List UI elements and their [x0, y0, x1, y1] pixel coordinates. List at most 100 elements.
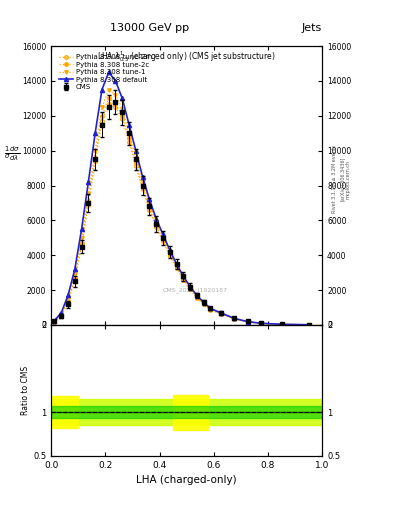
- Pythia 8.308 tune-1: [245, 318, 250, 325]
- Pythia 8.308 tune-1: [59, 311, 64, 317]
- Pythia 8.308 tune-2m: [93, 158, 97, 164]
- Pythia 8.308 tune-2m: [232, 316, 237, 322]
- Pythia 8.308 tune-2c: [279, 321, 284, 327]
- Line: Pythia 8.308 default: Pythia 8.308 default: [52, 70, 311, 327]
- Pythia 8.308 tune-2m: [279, 322, 284, 328]
- Pythia 8.308 tune-1: [113, 92, 118, 98]
- Pythia 8.308 tune-2c: [127, 135, 131, 141]
- Line: Pythia 8.308 tune-1: Pythia 8.308 tune-1: [53, 88, 310, 327]
- Pythia 8.308 tune-2m: [107, 100, 111, 106]
- Line: Pythia 8.308 tune-2c: Pythia 8.308 tune-2c: [53, 97, 310, 327]
- Pythia 8.308 tune-2c: [66, 297, 70, 304]
- Pythia 8.308 tune-1: [174, 262, 179, 268]
- Pythia 8.308 tune-2m: [52, 319, 57, 325]
- Pythia 8.308 tune-1: [72, 271, 77, 278]
- Pythia 8.308 default: [120, 95, 125, 101]
- Pythia 8.308 tune-2m: [140, 186, 145, 192]
- Pythia 8.308 default: [59, 310, 64, 316]
- Pythia 8.308 tune-2m: [181, 276, 185, 283]
- Pythia 8.308 tune-1: [306, 322, 311, 328]
- Pythia 8.308 tune-2m: [259, 321, 264, 327]
- Pythia 8.308 default: [181, 273, 185, 279]
- Pythia 8.308 tune-2m: [59, 313, 64, 319]
- Pythia 8.308 default: [232, 315, 237, 322]
- Pythia 8.308 tune-1: [66, 296, 70, 302]
- Pythia 8.308 tune-2c: [86, 198, 91, 204]
- Pythia 8.308 tune-2m: [134, 163, 138, 169]
- Pythia 8.308 default: [245, 318, 250, 325]
- Pythia 8.308 tune-1: [218, 310, 223, 316]
- Pythia 8.308 tune-1: [167, 249, 172, 255]
- Pythia 8.308 tune-2c: [147, 205, 152, 211]
- Pythia 8.308 tune-1: [154, 219, 158, 225]
- Pythia 8.308 tune-2c: [59, 312, 64, 318]
- Pythia 8.308 tune-1: [161, 234, 165, 240]
- Pythia 8.308 tune-2m: [218, 311, 223, 317]
- Text: Jets: Jets: [302, 23, 322, 33]
- Pythia 8.308 tune-1: [147, 200, 152, 206]
- Pythia 8.308 tune-2c: [188, 286, 193, 292]
- Pythia 8.308 tune-1: [195, 293, 199, 300]
- Pythia 8.308 tune-2m: [167, 252, 172, 259]
- Pythia 8.308 tune-2c: [99, 113, 104, 119]
- Text: mcplots.cern.ch: mcplots.cern.ch: [346, 160, 351, 199]
- Pythia 8.308 tune-2m: [127, 139, 131, 145]
- Pythia 8.308 default: [147, 197, 152, 203]
- Pythia 8.308 tune-2m: [113, 104, 118, 110]
- Pythia 8.308 tune-2c: [167, 251, 172, 258]
- Pythia 8.308 tune-2c: [72, 275, 77, 281]
- Pythia 8.308 tune-2c: [218, 310, 223, 316]
- Pythia 8.308 tune-2c: [120, 113, 125, 119]
- Pythia 8.308 tune-1: [259, 321, 264, 327]
- Pythia 8.308 default: [306, 322, 311, 328]
- Pythia 8.308 default: [93, 130, 97, 136]
- Pythia 8.308 tune-1: [120, 106, 125, 112]
- Pythia 8.308 tune-2c: [113, 100, 118, 106]
- Pythia 8.308 tune-2m: [174, 265, 179, 271]
- X-axis label: LHA (charged-only): LHA (charged-only): [136, 475, 237, 485]
- Pythia 8.308 default: [86, 179, 91, 185]
- Line: Pythia 8.308 tune-2m: Pythia 8.308 tune-2m: [53, 102, 310, 327]
- Pythia 8.308 tune-2m: [161, 238, 165, 244]
- Text: CMS_2021_I1920187: CMS_2021_I1920187: [162, 288, 227, 293]
- Pythia 8.308 tune-2m: [120, 116, 125, 122]
- Pythia 8.308 default: [154, 216, 158, 222]
- Pythia 8.308 tune-2c: [174, 264, 179, 270]
- Pythia 8.308 tune-2m: [72, 276, 77, 283]
- Pythia 8.308 tune-2m: [208, 307, 213, 313]
- Pythia 8.308 tune-2c: [107, 95, 111, 101]
- Pythia 8.308 tune-1: [201, 300, 206, 306]
- Pythia 8.308 tune-2c: [140, 184, 145, 190]
- Pythia 8.308 tune-1: [86, 191, 91, 197]
- Pythia 8.308 tune-1: [208, 306, 213, 312]
- Pythia 8.308 default: [161, 231, 165, 238]
- Pythia 8.308 tune-1: [232, 315, 237, 322]
- Pythia 8.308 tune-2m: [201, 301, 206, 307]
- Pythia 8.308 tune-1: [188, 284, 193, 290]
- Text: LHA $\lambda^{1}_{0.5}$ (charged only) (CMS jet substructure): LHA $\lambda^{1}_{0.5}$ (charged only) (…: [97, 49, 276, 64]
- Pythia 8.308 tune-2c: [79, 240, 84, 246]
- Pythia 8.308 tune-1: [93, 147, 97, 154]
- Pythia 8.308 tune-2c: [181, 275, 185, 282]
- Text: Rivet 3.1.10, ≥ 3.2M events: Rivet 3.1.10, ≥ 3.2M events: [332, 145, 337, 214]
- Pythia 8.308 tune-2c: [161, 237, 165, 243]
- Pythia 8.308 default: [99, 87, 104, 93]
- Legend: Pythia 8.308 tune-2m, Pythia 8.308 tune-2c, Pythia 8.308 tune-1, Pythia 8.308 de: Pythia 8.308 tune-2m, Pythia 8.308 tune-…: [57, 52, 155, 93]
- Pythia 8.308 default: [79, 226, 84, 232]
- Pythia 8.308 tune-2m: [245, 319, 250, 325]
- Pythia 8.308 tune-2m: [99, 118, 104, 124]
- Pythia 8.308 tune-2c: [208, 306, 213, 312]
- Pythia 8.308 tune-2m: [188, 286, 193, 292]
- Pythia 8.308 tune-2m: [147, 207, 152, 213]
- Pythia 8.308 default: [66, 292, 70, 298]
- Pythia 8.308 tune-2c: [93, 155, 97, 161]
- Text: 13000 GeV pp: 13000 GeV pp: [110, 23, 189, 33]
- Pythia 8.308 tune-1: [279, 321, 284, 327]
- Pythia 8.308 tune-2c: [195, 294, 199, 300]
- Pythia 8.308 tune-1: [107, 87, 111, 93]
- Pythia 8.308 tune-2c: [259, 321, 264, 327]
- Pythia 8.308 default: [195, 292, 199, 298]
- Pythia 8.308 tune-2c: [52, 318, 57, 325]
- Pythia 8.308 default: [188, 284, 193, 290]
- Pythia 8.308 tune-1: [127, 130, 131, 136]
